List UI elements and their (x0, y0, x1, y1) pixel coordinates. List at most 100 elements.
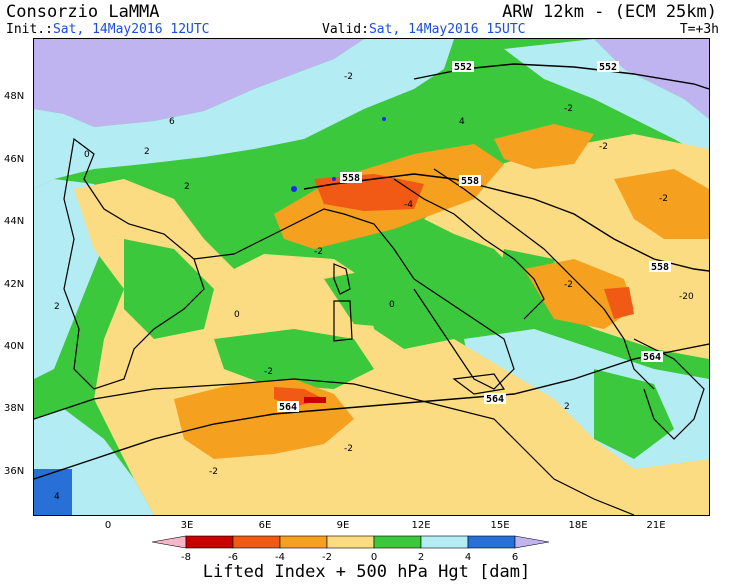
colorbar-swatch-lvl-6 (467, 535, 516, 549)
li-label: -2 (264, 367, 273, 377)
coast-north-africa (33, 378, 635, 516)
coast-corsica (333, 263, 351, 295)
field-li-neg2-east (614, 169, 709, 239)
init-value: Sat, 14May2016 12UTC (52, 22, 210, 37)
colorbar-tick: 6 (512, 552, 518, 563)
li-label: 2 (144, 147, 150, 157)
colorbar-tick: 4 (465, 552, 471, 563)
lat-label: 40N (4, 341, 25, 352)
coast-greece (633, 338, 705, 440)
li-label: -2 (344, 444, 353, 454)
field-li-2-greece (594, 369, 674, 459)
li-label: -2 (344, 72, 353, 82)
lon-label: 18E (568, 520, 588, 531)
field-li-2-sardinia (324, 269, 414, 329)
colorbar-title: Lifted Index + 500 hPa Hgt [dam] (202, 562, 531, 582)
li-label: 0 (84, 150, 90, 160)
field-li-neg4-albania (604, 287, 634, 319)
coast-sicily (452, 373, 506, 395)
lon-label: 9E (336, 520, 350, 531)
coast-balkans (433, 168, 655, 390)
field-li-4-north (34, 39, 454, 189)
colorbar-tick: 0 (371, 552, 377, 563)
colorbar-tick: -4 (275, 552, 285, 563)
contour-label-bg (641, 351, 663, 362)
init-time: Init.:Sat, 14May2016 12UTC (6, 22, 210, 37)
contour-label: 558 (651, 262, 669, 273)
lake-geneva (291, 186, 297, 192)
colorbar-swatch-lvl-0 (326, 535, 375, 549)
li-label: 0 (234, 310, 240, 320)
li-label: 0 (389, 300, 395, 310)
lon-label: 21E (646, 520, 666, 531)
org-title: Consorzio LaMMA (6, 2, 160, 22)
lon-label: 6E (258, 520, 272, 531)
field-li-4-northeast (504, 39, 709, 159)
colorbar-swatch-lvl-2 (373, 535, 422, 549)
lat-label: 46N (4, 154, 25, 165)
li-label: -2 (659, 194, 668, 204)
colorbar-swatch-lvl-8 (514, 535, 550, 549)
li-label: -20 (679, 292, 694, 302)
contour-label-bg (340, 172, 362, 183)
field-li-6-southwest (34, 469, 72, 515)
contour-564 (33, 343, 710, 480)
contour-label: 552 (454, 62, 472, 73)
colorbar-swatch-lvl-4 (420, 535, 469, 549)
map-canvas: 552 552 558 558 558 564 564 564 -2 -2 0 … (33, 39, 710, 516)
contour-label-bg (459, 175, 481, 186)
li-label: 2 (564, 402, 570, 412)
coast-italy-adriatic (393, 178, 545, 320)
li-label: -2 (209, 467, 218, 477)
contour-label-bg (277, 401, 299, 412)
colorbar-tick: -2 (322, 552, 332, 563)
lake-alpine (332, 177, 336, 181)
contour-label: 558 (461, 176, 479, 187)
contour-label-group: 552 552 558 558 558 564 564 564 (277, 61, 671, 413)
li-label: -2 (564, 104, 573, 114)
li-label: 4 (54, 492, 60, 502)
field-li-8-north (34, 39, 364, 127)
contour-label: 564 (486, 394, 504, 405)
li-label: 2 (54, 302, 60, 312)
contour-label-bg (452, 61, 474, 72)
field-li-neg6-algeria (304, 397, 326, 403)
li-label: 6 (169, 117, 175, 127)
field-li-neg2-adriatic (524, 259, 634, 329)
lon-label: 12E (411, 520, 431, 531)
coast-sardinia (333, 300, 353, 342)
colorbar-swatch-lvl--8 (151, 535, 187, 549)
contour-label-bg (484, 393, 506, 404)
model-title: ARW 12km - (ECM 25km) (502, 2, 717, 22)
lat-label: 44N (4, 216, 25, 227)
colorbar-swatch-lvl--4 (232, 535, 281, 549)
li-label-group: -2 -2 0 2 2 6 4 -4 -2 0 -2 -2 -2 0 -2 -2… (54, 72, 694, 502)
colorbar-tick: -6 (228, 552, 238, 563)
li-label: -2 (564, 280, 573, 290)
colorbar-swatch-lvl--6 (185, 535, 234, 549)
contour-label: 558 (342, 173, 360, 184)
colorbar-swatch-lvl--2 (279, 535, 328, 549)
lat-label: 36N (4, 466, 25, 477)
contour-label: 564 (279, 402, 297, 413)
valid-value: Sat, 14May2016 15UTC (368, 22, 526, 37)
lon-label: 3E (180, 520, 194, 531)
lon-label: 0 (104, 520, 112, 531)
contour-558 (303, 173, 710, 272)
valid-label: Valid: (322, 22, 369, 37)
forecast-step: T=+3h (679, 22, 719, 37)
colorbar-tick: -8 (181, 552, 191, 563)
lat-label: 48N (4, 91, 25, 102)
lat-label: 42N (4, 279, 25, 290)
valid-time: Valid:Sat, 14May2016 15UTC (322, 22, 526, 37)
coast-italy-west (193, 208, 515, 390)
contour-label-bg (649, 261, 671, 272)
field-li-2-balearic (214, 329, 374, 389)
contour-label: 552 (599, 62, 617, 73)
coastlines (33, 137, 705, 516)
field-li-neg2-balkans-north (494, 124, 594, 169)
lake-north (382, 117, 386, 121)
colorbar-tick: 2 (418, 552, 424, 563)
lat-label: 38N (4, 403, 25, 414)
coast-iberia (63, 137, 205, 390)
